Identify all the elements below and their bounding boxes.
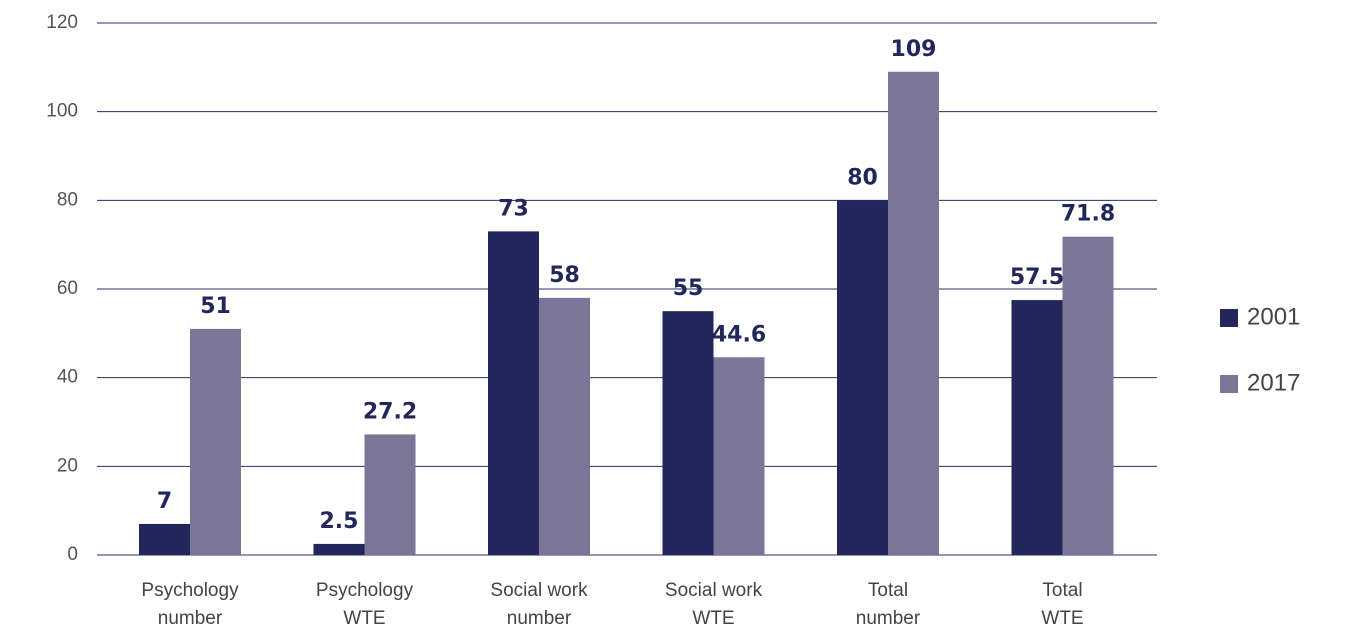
bar bbox=[139, 523, 190, 555]
bar bbox=[662, 311, 714, 555]
x-tick-label: number bbox=[856, 608, 921, 629]
y-tick-label: 40 bbox=[57, 367, 78, 388]
data-label: 57.5 bbox=[1010, 265, 1064, 290]
y-tick-label: 120 bbox=[46, 12, 78, 33]
legend-swatch bbox=[1220, 309, 1238, 327]
data-label: 71.8 bbox=[1061, 202, 1115, 227]
x-tick-label: number bbox=[158, 608, 223, 629]
x-tick-label: Total bbox=[868, 580, 908, 601]
x-tick-label: Total bbox=[1042, 580, 1082, 601]
legend-swatch bbox=[1220, 375, 1238, 393]
bar bbox=[313, 543, 365, 555]
data-label: 2.5 bbox=[320, 509, 359, 534]
bar bbox=[539, 297, 590, 555]
y-tick-label: 100 bbox=[46, 101, 78, 122]
y-tick-label: 0 bbox=[67, 544, 78, 565]
bar bbox=[837, 200, 888, 556]
data-label: 58 bbox=[549, 263, 580, 288]
bar bbox=[364, 434, 416, 555]
legend-label: 2001 bbox=[1247, 303, 1300, 330]
y-tick-label: 60 bbox=[57, 278, 78, 299]
bar bbox=[488, 231, 539, 555]
y-tick-label: 20 bbox=[57, 455, 78, 476]
data-label: 109 bbox=[891, 37, 937, 62]
bar bbox=[888, 71, 939, 556]
bar bbox=[713, 357, 765, 555]
x-tick-label: WTE bbox=[1041, 608, 1083, 629]
data-label: 51 bbox=[200, 294, 231, 319]
bar bbox=[1062, 236, 1114, 556]
legend-label: 2017 bbox=[1247, 369, 1300, 396]
data-label: 44.6 bbox=[712, 322, 766, 347]
data-label: 7 bbox=[157, 489, 172, 514]
x-tick-label: Psychology bbox=[141, 580, 239, 601]
x-tick-label: Social work bbox=[665, 580, 763, 601]
data-label: 27.2 bbox=[363, 399, 417, 424]
x-tick-label: number bbox=[507, 608, 572, 629]
bar bbox=[190, 328, 241, 555]
bar bbox=[1011, 300, 1063, 555]
data-label: 55 bbox=[673, 276, 704, 301]
x-tick-label: Psychology bbox=[316, 580, 414, 601]
y-tick-label: 80 bbox=[57, 189, 78, 210]
x-tick-label: WTE bbox=[343, 608, 385, 629]
x-tick-label: WTE bbox=[692, 608, 734, 629]
data-label: 80 bbox=[847, 165, 878, 190]
data-label: 73 bbox=[498, 196, 529, 221]
x-tick-label: Social work bbox=[490, 580, 588, 601]
